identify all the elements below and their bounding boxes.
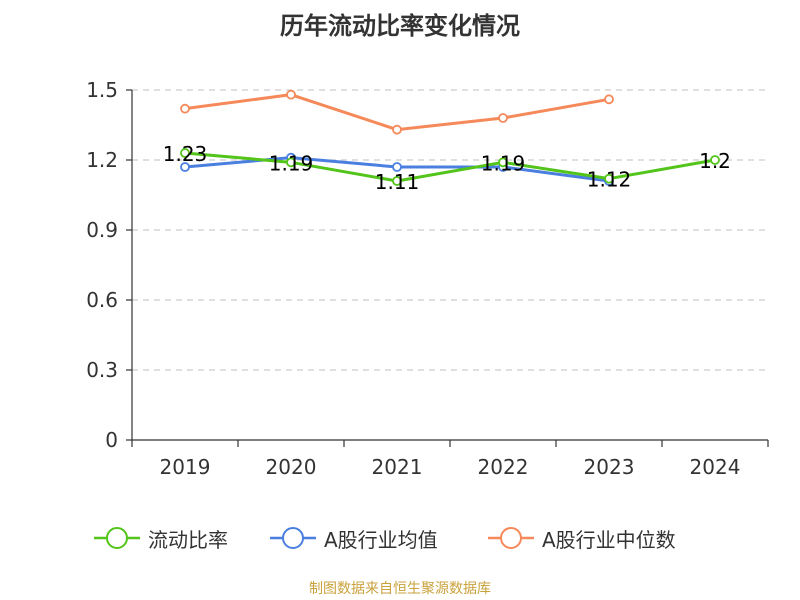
- series-point-2: [498, 113, 508, 123]
- y-tick-label: 1.5: [86, 78, 118, 102]
- series-line-0: [184, 151, 716, 183]
- x-tick-label: 2023: [584, 455, 635, 479]
- series-point-2: [286, 89, 296, 100]
- series-point-0: [710, 155, 720, 165]
- y-tick-label: 0.3: [86, 358, 118, 382]
- x-tick-label: 2021: [372, 455, 423, 479]
- series-point-1: [392, 162, 402, 172]
- chart-title: 历年流动比率变化情况: [280, 12, 520, 40]
- series-point-0: [286, 157, 296, 168]
- legend-item-industry-median[interactable]: A股行业中位数: [488, 520, 676, 556]
- series-point-2: [180, 103, 190, 114]
- data-label: 1.19: [481, 151, 526, 175]
- series-point-1: [180, 162, 190, 172]
- data-label: 1.11: [375, 170, 420, 194]
- data-label: 1.2: [699, 149, 731, 173]
- series-point-2: [392, 124, 402, 135]
- series-point-0: [392, 176, 402, 186]
- legend-marker-industry-median: [488, 527, 534, 549]
- x-tick-label: 2019: [160, 455, 211, 479]
- x-tick-label: 2022: [478, 455, 529, 479]
- legend: 流动比率 A股行业均值 A股行业中位数: [0, 520, 800, 556]
- series-point-2: [604, 94, 614, 105]
- legend-label-industry-median: A股行业中位数: [542, 527, 676, 552]
- data-label: 1.19: [269, 151, 314, 175]
- data-label: 1.23: [163, 142, 208, 166]
- legend-item-industry-mean[interactable]: A股行业均值: [270, 520, 438, 556]
- source-note: 制图数据来自恒生聚源数据库: [309, 581, 491, 597]
- legend-marker-industry-mean: [270, 527, 316, 549]
- y-tick-label: 1.2: [86, 148, 118, 172]
- series-point-0: [180, 148, 190, 158]
- series-point-0: [498, 157, 508, 168]
- legend-label-industry-mean: A股行业均值: [324, 527, 438, 552]
- legend-marker-current-ratio: [94, 527, 140, 549]
- series-point-0: [604, 173, 614, 184]
- y-tick-label: 0.9: [86, 218, 118, 242]
- legend-label-current-ratio: 流动比率: [148, 527, 228, 552]
- y-tick-label: 0.6: [86, 288, 118, 312]
- legend-item-current-ratio[interactable]: 流动比率: [94, 520, 228, 556]
- series-line-2: [184, 93, 610, 132]
- x-tick-label: 2024: [690, 455, 741, 479]
- x-tick-label: 2020: [266, 455, 317, 479]
- y-tick-label: 0: [105, 428, 118, 452]
- data-label: 1.12: [587, 168, 632, 192]
